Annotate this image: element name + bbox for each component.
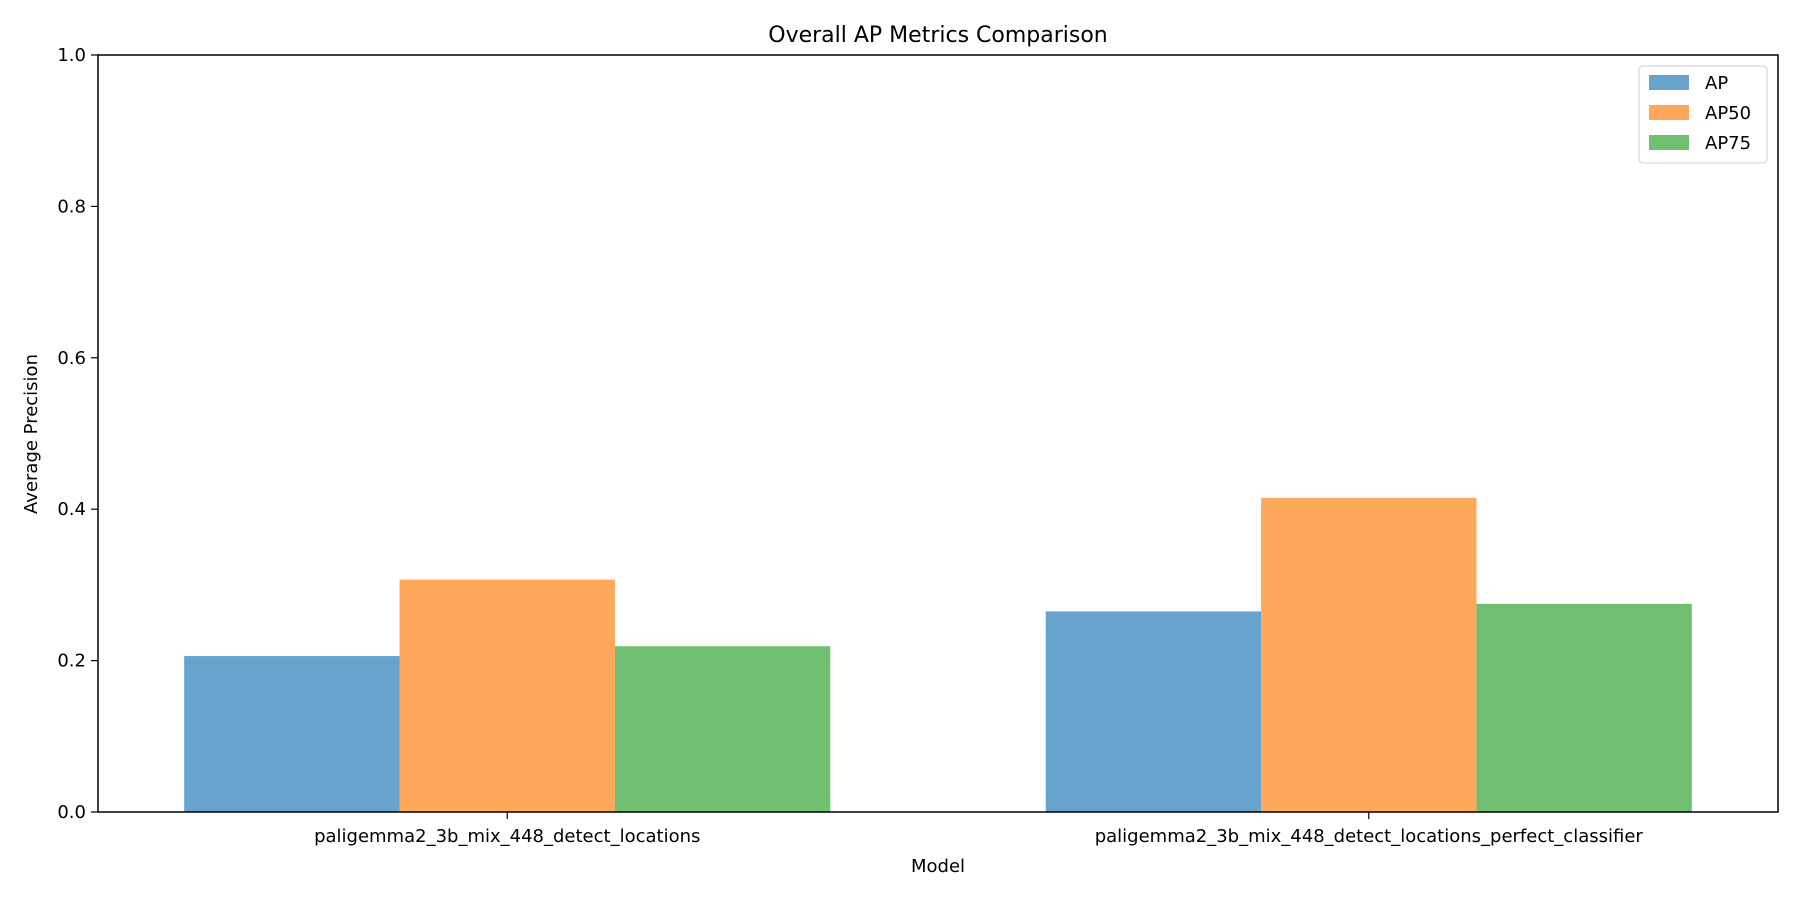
legend-swatch-ap xyxy=(1649,75,1689,90)
chart-title: Overall AP Metrics Comparison xyxy=(768,23,1108,48)
y-tick-label: 0.8 xyxy=(57,196,86,217)
y-tick-label: 0.0 xyxy=(57,802,86,823)
y-tick-label: 0.2 xyxy=(57,651,86,672)
x-tick-label: paligemma2_3b_mix_448_detect_locations xyxy=(314,826,700,847)
y-tick-label: 1.0 xyxy=(57,45,86,66)
bar-ap75-2 xyxy=(1476,603,1692,812)
plot-frame xyxy=(97,54,1779,813)
legend-swatch-ap50 xyxy=(1649,105,1689,120)
bar-ap50-1 xyxy=(399,579,615,812)
legend-label-ap50: AP50 xyxy=(1705,103,1751,124)
legend: AP AP50 AP75 xyxy=(1638,65,1768,164)
bar-ap75-1 xyxy=(614,646,831,812)
y-ticks-group: 0.0 0.2 0.4 0.6 0.8 1.0 xyxy=(57,45,98,823)
bar-ap-1 xyxy=(184,656,400,812)
legend-label-ap75: AP75 xyxy=(1705,133,1751,154)
y-tick-label: 0.4 xyxy=(57,499,86,520)
x-tick-label: paligemma2_3b_mix_448_detect_locations_p… xyxy=(1095,826,1644,847)
legend-swatch-ap75 xyxy=(1649,135,1689,150)
x-ticks-group: paligemma2_3b_mix_448_detect_locations pa… xyxy=(314,812,1643,847)
bar-ap-2 xyxy=(1045,611,1262,812)
bars-group xyxy=(184,497,1692,812)
legend-label-ap: AP xyxy=(1705,73,1728,94)
y-axis-label: Average Precision xyxy=(21,354,42,514)
bar-ap50-2 xyxy=(1261,497,1477,812)
y-tick-label: 0.6 xyxy=(57,348,86,369)
x-axis-label: Model xyxy=(911,856,965,877)
